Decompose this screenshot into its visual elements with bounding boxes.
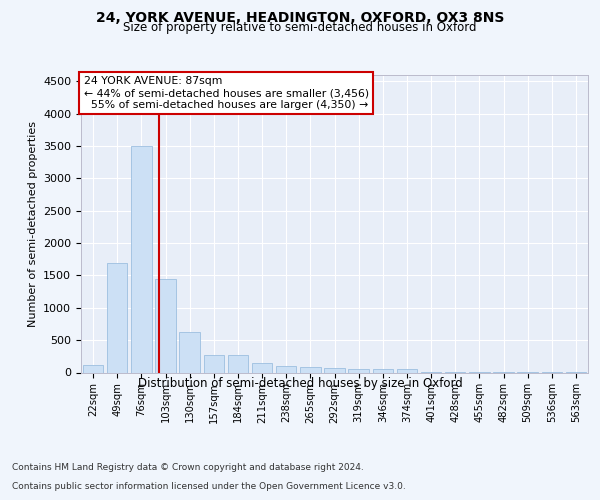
Bar [300,366,320,372]
Bar [179,332,200,372]
Y-axis label: Number of semi-detached properties: Number of semi-detached properties [28,120,38,327]
Bar [349,368,369,372]
Bar [203,354,224,372]
Bar [397,370,417,372]
Text: 24 YORK AVENUE: 87sqm
← 44% of semi-detached houses are smaller (3,456)
  55% of: 24 YORK AVENUE: 87sqm ← 44% of semi-deta… [83,76,368,110]
Bar [276,366,296,372]
Bar [107,262,127,372]
Bar [252,364,272,372]
Text: Contains HM Land Registry data © Crown copyright and database right 2024.: Contains HM Land Registry data © Crown c… [12,464,364,472]
Bar [83,364,103,372]
Text: Distribution of semi-detached houses by size in Oxford: Distribution of semi-detached houses by … [137,378,463,390]
Bar [324,368,345,372]
Text: Size of property relative to semi-detached houses in Oxford: Size of property relative to semi-detach… [123,22,477,35]
Bar [131,146,152,372]
Text: 24, YORK AVENUE, HEADINGTON, OXFORD, OX3 8NS: 24, YORK AVENUE, HEADINGTON, OXFORD, OX3… [96,11,504,25]
Text: Contains public sector information licensed under the Open Government Licence v3: Contains public sector information licen… [12,482,406,491]
Bar [227,356,248,372]
Bar [373,369,393,372]
Bar [155,278,176,372]
